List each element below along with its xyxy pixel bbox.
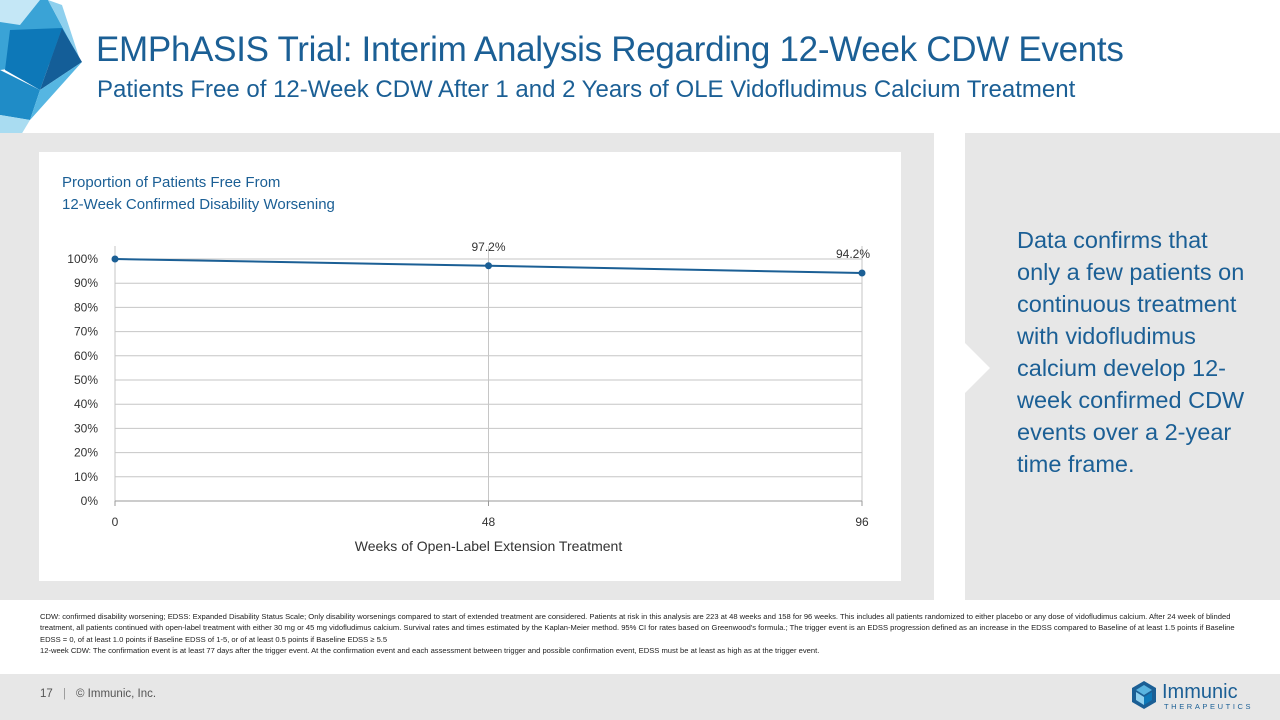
x-tick-label: 96 xyxy=(855,515,869,529)
data-label: 94.2% xyxy=(836,247,870,261)
immunic-logo-icon xyxy=(1132,681,1156,709)
chart-panel: Proportion of Patients Free From 12-Week… xyxy=(39,152,901,581)
line-chart: 100% 90% 80% 70% 60% 50% 40% 30% 20% 10% 0% 0 48 96 We… xyxy=(67,240,870,554)
corner-decoration xyxy=(0,0,82,170)
footnotes: CDW: confirmed disability worsening; EDS… xyxy=(40,611,1245,656)
y-tick-label: 30% xyxy=(74,421,98,435)
y-tick-label: 100% xyxy=(67,252,98,266)
logo-subtitle: THERAPEUTICS xyxy=(1164,702,1254,711)
y-tick-label: 20% xyxy=(74,446,98,460)
data-point xyxy=(111,255,119,263)
y-tick-label: 10% xyxy=(74,470,98,484)
callout-pointer xyxy=(964,342,990,394)
page-subtitle: Patients Free of 12-Week CDW After 1 and… xyxy=(97,76,1076,103)
y-tick-label: 60% xyxy=(74,349,98,363)
key-message: Data confirms that only a few patients o… xyxy=(1017,227,1245,477)
chart-title-line-2: 12-Week Confirmed Disability Worsening xyxy=(62,196,335,213)
x-tick-label: 48 xyxy=(482,515,496,529)
data-point xyxy=(485,262,492,270)
page-number: 17 xyxy=(40,688,53,700)
data-point xyxy=(858,269,866,277)
x-tick-label: 0 xyxy=(112,515,119,529)
data-label: 97.2% xyxy=(471,240,505,254)
y-tick-label: 80% xyxy=(74,300,98,314)
chart-title: Proportion of Patients Free From 12-Week… xyxy=(62,172,335,216)
y-tick-label: 0% xyxy=(81,494,99,508)
y-tick-label: 50% xyxy=(74,373,98,387)
x-axis-title: Weeks of Open-Label Extension Treatment xyxy=(355,538,623,554)
copyright-notice: © Immunic, Inc. xyxy=(76,688,157,700)
chart-title-line-1: Proportion of Patients Free From xyxy=(62,174,281,191)
footer-bar xyxy=(0,674,1280,720)
footer-separator: | xyxy=(63,688,66,700)
logo-name: Immunic xyxy=(1162,681,1238,703)
page-title: EMPhASIS Trial: Interim Analysis Regardi… xyxy=(96,30,1124,69)
y-tick-label: 40% xyxy=(74,397,98,411)
y-tick-label: 70% xyxy=(74,325,98,339)
content-band-right xyxy=(965,133,1280,600)
y-tick-label: 90% xyxy=(74,276,98,290)
footnote-cdw-definition: 12-week CDW: The confirmation event is a… xyxy=(40,645,820,655)
footnote-definitions: CDW: confirmed disability worsening; EDS… xyxy=(40,612,1235,644)
